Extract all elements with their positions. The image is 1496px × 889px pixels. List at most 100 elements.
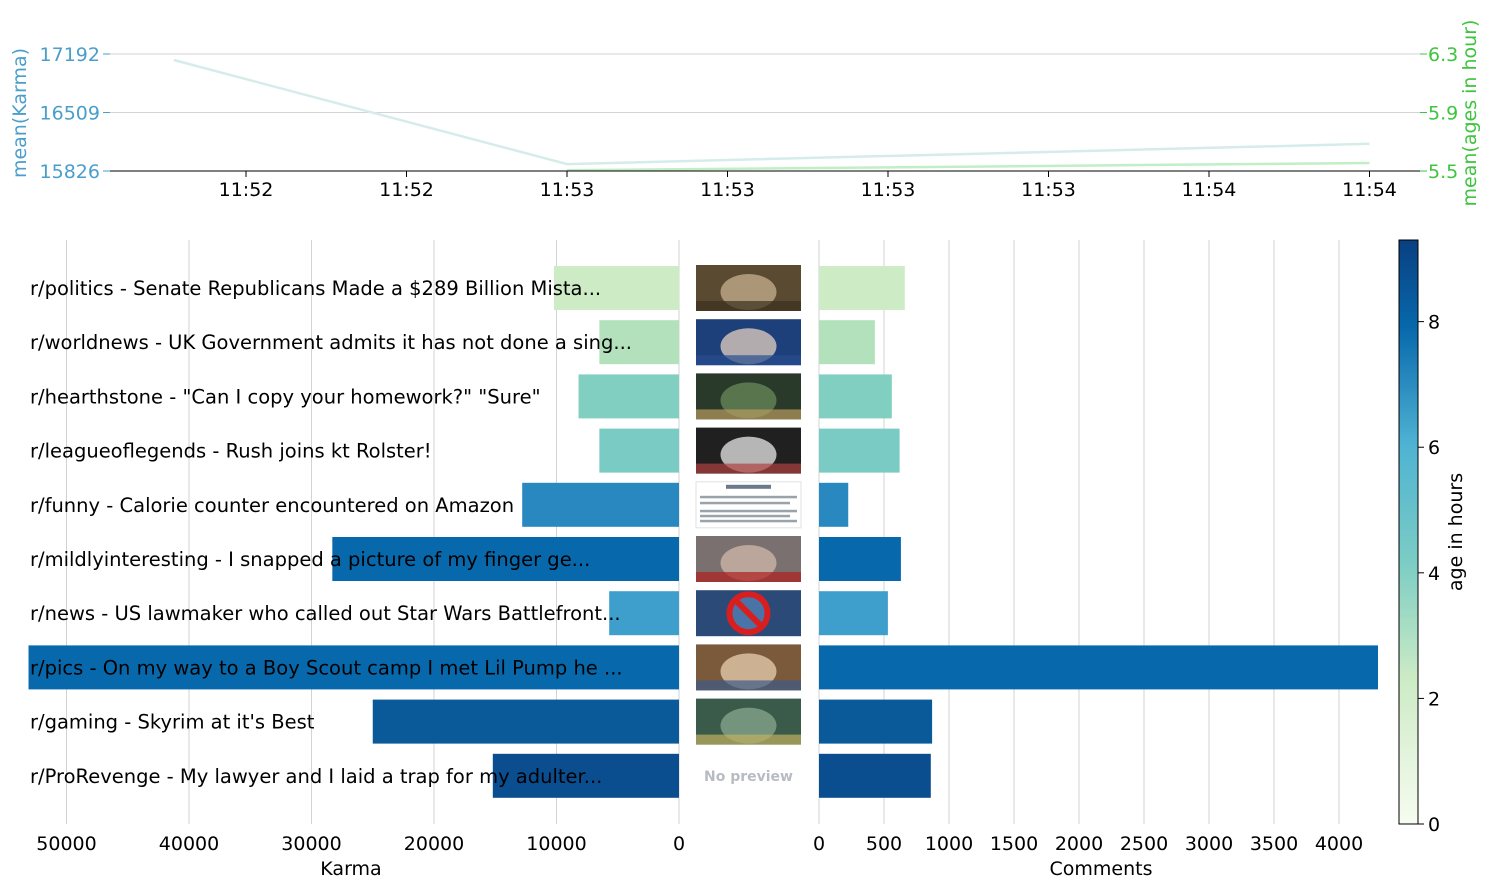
thumbnail-foreground xyxy=(696,572,801,582)
line-ytick-right-label: 5.5 xyxy=(1428,161,1458,183)
post-thumbnail xyxy=(696,373,801,420)
post-thumbnail xyxy=(696,319,801,366)
line-xtick-label: 11:53 xyxy=(700,179,755,201)
karma-bar xyxy=(578,374,679,419)
line-xtick-label: 11:53 xyxy=(1021,179,1076,201)
comments-tick-label: 1500 xyxy=(990,833,1038,855)
bar-charts: No preview r/politics - Senate Republica… xyxy=(28,240,1378,880)
colorbar-gradient xyxy=(1398,239,1419,825)
thumbnail-text-line xyxy=(700,495,797,499)
post-thumbnail xyxy=(696,590,801,637)
post-title-label: r/hearthstone - "Can I copy your homewor… xyxy=(30,385,541,408)
karma-bar xyxy=(599,320,679,365)
karma-tick-label: 10000 xyxy=(526,833,586,855)
comments-tick-label: 3000 xyxy=(1185,833,1233,855)
post-title-label: r/mildlyinteresting - I snapped a pictur… xyxy=(30,548,590,571)
comments-bar xyxy=(819,699,933,744)
line-xtick-label: 11:53 xyxy=(540,179,595,201)
karma-bar xyxy=(332,537,679,581)
thumbnail-foreground xyxy=(696,680,801,691)
comments-tick-label: 2500 xyxy=(1120,833,1168,855)
colorbar-label: age in hours xyxy=(1445,473,1467,591)
karma-axis-label: Karma xyxy=(320,858,381,880)
line-xtick-label: 11:52 xyxy=(219,179,274,201)
colorbar-ticks: 0 2 4 6 8 xyxy=(1418,312,1440,836)
colorbar-tick-label: 8 xyxy=(1428,312,1440,334)
thumbnail-foreground xyxy=(696,734,801,745)
comments-axis-label: Comments xyxy=(1050,858,1153,880)
line-ytick-right-label: 5.9 xyxy=(1428,103,1458,125)
post-title-label: r/news - US lawmaker who called out Star… xyxy=(30,602,621,625)
thumbnail-foreground xyxy=(696,409,801,420)
line-series-right xyxy=(566,161,1370,172)
line-ytick-right-label: 6.3 xyxy=(1428,44,1458,66)
karma-axis-ticks: 50000 40000 30000 20000 10000 0 xyxy=(36,833,685,855)
karma-bar xyxy=(609,591,679,636)
colorbar-tick-label: 6 xyxy=(1428,437,1440,459)
post-title-label: r/ProRevenge - My lawyer and I laid a tr… xyxy=(30,765,602,788)
comments-bar xyxy=(819,482,849,527)
line-y-ticks-right: 5.5 5.9 6.3 xyxy=(1420,44,1458,183)
comments-bar xyxy=(819,645,1378,690)
comments-tick-label: 2000 xyxy=(1055,833,1103,855)
comments-tick-label: 0 xyxy=(813,833,825,855)
comments-tick-label: 500 xyxy=(866,833,902,855)
line-y-ticks-left: 15826 16509 17192 xyxy=(40,44,110,183)
comments-bar xyxy=(819,753,931,798)
karma-tick-label: 50000 xyxy=(36,833,96,855)
line-ytick-left-label: 17192 xyxy=(40,44,100,66)
line-xtick-label: 11:52 xyxy=(379,179,434,201)
line-x-ticks: 11:52 11:52 11:53 11:53 11:53 11:53 11:54 11:54 xyxy=(219,171,1397,201)
comments-bar xyxy=(819,374,892,419)
colorbar-tick-label: 2 xyxy=(1428,688,1440,710)
line-ytick-left-label: 15826 xyxy=(40,161,100,183)
colorbar-tick-label: 4 xyxy=(1428,563,1440,585)
thumbnail-foreground xyxy=(696,301,801,311)
line-xtick-label: 11:53 xyxy=(861,179,916,201)
comments-tick-label: 4000 xyxy=(1315,833,1363,855)
karma-bar xyxy=(372,699,679,744)
line-xtick-label: 11:54 xyxy=(1342,179,1397,201)
no-preview-text: No preview xyxy=(704,769,793,785)
thumbnail-text-line xyxy=(700,514,790,518)
comments-bar xyxy=(819,320,875,365)
comments-axis-ticks: 0 500 1000 1500 2000 2500 3000 3500 4000 xyxy=(813,833,1363,855)
karma-tick-label: 20000 xyxy=(404,833,464,855)
post-thumbnail xyxy=(696,644,801,691)
comments-tick-label: 3500 xyxy=(1250,833,1298,855)
post-thumbnail xyxy=(696,698,801,745)
post-title-label: r/politics - Senate Republicans Made a $… xyxy=(30,277,601,300)
post-thumbnail xyxy=(696,536,801,582)
line-chart: 11:52 11:52 11:53 11:53 11:53 11:53 11:54 11:54… xyxy=(9,20,1481,207)
thumbnail-foreground xyxy=(696,355,801,366)
thumbnail-foreground xyxy=(696,463,801,474)
line-ylabel-left: mean(Karma) xyxy=(9,48,31,178)
thumbnail-text-line xyxy=(700,519,797,523)
thumbnail-header xyxy=(726,484,771,489)
karma-tick-label: 0 xyxy=(673,833,685,855)
colorbar: 0 2 4 6 8 age in hours xyxy=(1398,239,1467,836)
post-title-label: r/pics - On my way to a Boy Scout camp I… xyxy=(30,656,623,679)
line-chart-series xyxy=(173,58,1370,172)
post-thumbnail xyxy=(696,427,801,474)
comments-bar xyxy=(819,428,900,473)
line-series-left xyxy=(173,58,1370,166)
post-title-labels: r/politics - Senate Republicans Made a $… xyxy=(30,277,632,788)
post-title-label: r/leagueoflegends - Rush joins kt Rolste… xyxy=(30,440,432,463)
post-title-label: r/gaming - Skyrim at it's Best xyxy=(30,711,315,734)
karma-bar xyxy=(599,428,679,473)
post-thumbnail xyxy=(695,481,802,529)
comments-tick-label: 1000 xyxy=(925,833,973,855)
post-title-label: r/funny - Calorie counter encountered on… xyxy=(30,494,514,517)
thumbnail-text-line xyxy=(700,509,797,513)
line-ylabel-right: mean(ages in hour) xyxy=(1459,20,1481,207)
karma-bar xyxy=(554,266,679,310)
line-ytick-left-label: 16509 xyxy=(40,103,100,125)
thumbnail-text-line xyxy=(700,501,790,505)
karma-bar xyxy=(522,482,679,527)
comments-bar xyxy=(819,266,905,310)
karma-tick-label: 40000 xyxy=(159,833,219,855)
thumbnail-column: No preview xyxy=(695,265,802,785)
post-thumbnail xyxy=(696,265,801,311)
